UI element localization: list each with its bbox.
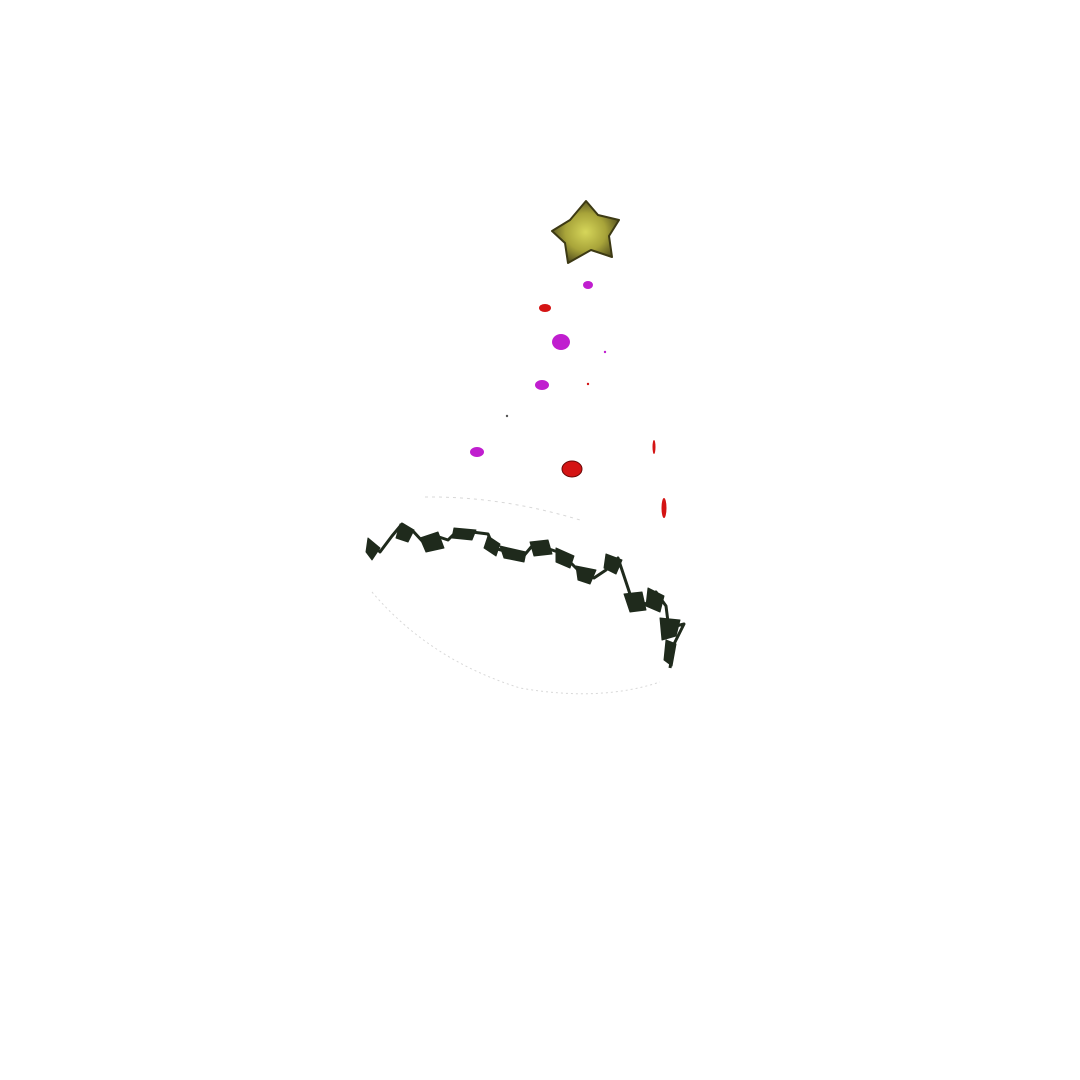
dot [470, 447, 484, 457]
tinsel-tuft [483, 535, 501, 557]
dot [661, 498, 667, 518]
hat-dots [470, 281, 667, 518]
tinsel-tuft [499, 545, 527, 563]
dot [561, 460, 583, 478]
tinsel-tuft [529, 539, 553, 557]
dot [652, 440, 656, 454]
dot [535, 380, 549, 390]
star-icon [551, 200, 620, 264]
cone-top-rim [424, 496, 581, 521]
tinsel-tuft [451, 527, 477, 541]
tinsel-tuft [603, 553, 623, 575]
tinsel-tuft [395, 523, 415, 543]
speck [505, 414, 509, 418]
hat-cone-outline [371, 496, 661, 695]
tinsel-trim [365, 522, 686, 669]
dot [583, 281, 593, 289]
tinsel-tuft [419, 531, 445, 553]
tinsel-tuft [555, 547, 575, 569]
speck [603, 350, 607, 354]
tinsel-tuft [659, 617, 681, 641]
tinsel-tuft [663, 639, 677, 667]
cone-bottom-rim [371, 591, 661, 695]
tinsel-tuft [365, 537, 381, 561]
tinsel-tuft [575, 565, 597, 585]
dot [552, 334, 570, 350]
tinsel-tuft [623, 591, 647, 613]
dot [539, 304, 551, 312]
tinsel-tuft [645, 587, 665, 613]
speck [586, 382, 590, 386]
